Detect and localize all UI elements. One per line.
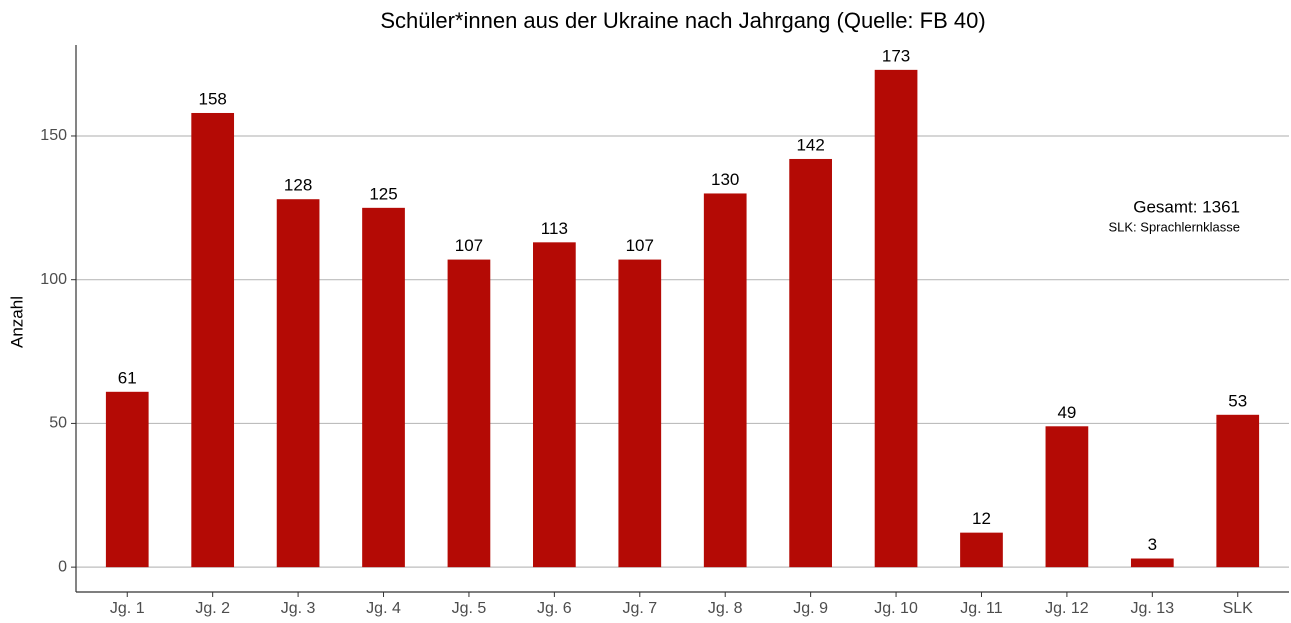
data-label: 130 <box>711 170 739 189</box>
x-tick-label: Jg. 6 <box>537 600 572 617</box>
chart-title: Schüler*innen aus der Ukraine nach Jahrg… <box>380 8 985 33</box>
y-tick-label: 50 <box>49 415 67 432</box>
y-axis-label: Anzahl <box>7 296 26 348</box>
x-tick-label: Jg. 13 <box>1131 600 1175 617</box>
bar <box>1045 426 1089 568</box>
data-label: 125 <box>369 184 397 203</box>
data-label: 49 <box>1057 403 1076 422</box>
data-label: 173 <box>882 46 910 65</box>
x-tick-label: Jg. 10 <box>874 600 918 617</box>
data-label: 142 <box>796 135 824 154</box>
y-tick-label: 100 <box>40 271 67 288</box>
bar <box>105 391 149 568</box>
bar <box>618 259 662 568</box>
x-tick-label: Jg. 9 <box>793 600 828 617</box>
x-tick-label: Jg. 2 <box>195 600 230 617</box>
y-tick-label: 150 <box>40 127 67 144</box>
data-label: 61 <box>118 368 137 387</box>
x-tick-label: Jg. 4 <box>366 600 401 617</box>
x-tick-label: Jg. 8 <box>708 600 743 617</box>
x-tick-label: SLK <box>1223 600 1254 617</box>
data-label: 158 <box>198 89 226 108</box>
bar <box>362 207 405 568</box>
x-tick-label: Jg. 7 <box>622 600 657 617</box>
x-tick-label: Jg. 1 <box>110 600 145 617</box>
data-label: 113 <box>541 219 568 238</box>
x-tick-label: Jg. 12 <box>1045 600 1089 617</box>
annotation: Gesamt: 1361 <box>1133 197 1240 216</box>
bar <box>533 242 576 568</box>
bar <box>789 158 832 568</box>
x-tick-label: Jg. 5 <box>452 600 487 617</box>
y-tick-label: 0 <box>58 558 67 575</box>
bar <box>960 532 1003 568</box>
bar <box>874 69 918 568</box>
data-label: 3 <box>1148 535 1157 554</box>
data-label: 12 <box>972 509 991 528</box>
bar <box>703 193 747 568</box>
bar <box>191 112 235 568</box>
bar <box>1216 414 1260 568</box>
data-label: 107 <box>455 236 483 255</box>
bar <box>1130 558 1174 568</box>
data-label: 53 <box>1228 391 1247 410</box>
data-label: 107 <box>626 236 654 255</box>
annotation: SLK: Sprachlernklasse <box>1108 219 1240 234</box>
x-tick-label: Jg. 3 <box>281 600 316 617</box>
bar <box>276 199 320 568</box>
bar <box>447 259 491 568</box>
data-label: 128 <box>284 176 312 195</box>
x-tick-label: Jg. 11 <box>960 600 1003 617</box>
